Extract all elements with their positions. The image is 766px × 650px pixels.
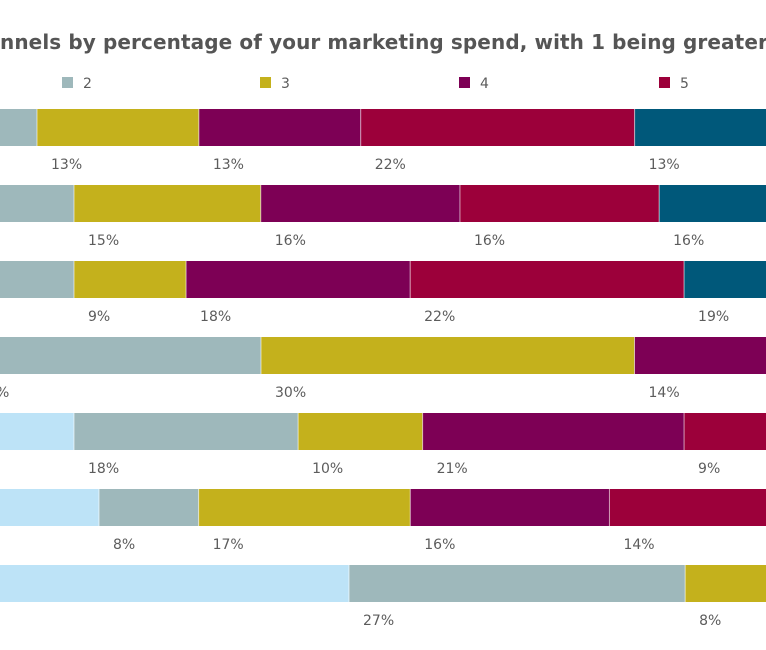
bar-segment-rank-4	[198, 109, 361, 146]
bar-segment-rank-2	[74, 413, 299, 450]
data-label: 16%	[275, 233, 306, 249]
data-label: 21%	[437, 461, 468, 477]
data-label: 22%	[375, 157, 406, 173]
data-label: 16%	[424, 537, 455, 553]
bar-segment-rank-2	[349, 565, 686, 602]
data-label: 19%	[698, 309, 729, 325]
data-label: %	[0, 385, 9, 401]
bar-segment-rank-3	[74, 185, 261, 222]
bar-segment-rank-2	[0, 185, 74, 222]
bar-segment-rank-6	[684, 261, 766, 298]
bar-row-7: 27% 8%	[0, 565, 766, 629]
bar-row-1: 13% 13% 22% 13%	[0, 109, 766, 173]
bar-row-3: 9% 18% 22% 19%	[0, 261, 766, 325]
data-label: 27%	[363, 613, 394, 629]
bar-segment-rank-3	[685, 565, 766, 602]
legend-swatch-4	[459, 77, 470, 88]
data-label: 30%	[275, 385, 306, 401]
data-label: 18%	[88, 461, 119, 477]
data-label: 8%	[113, 537, 135, 553]
bar-segment-rank-4	[260, 185, 460, 222]
bar-segment-rank-5	[684, 413, 766, 450]
bar-segment-rank-3	[261, 337, 635, 374]
bar-segment-rank-3	[74, 261, 187, 298]
bar-segment-rank-3	[198, 489, 411, 526]
bar-segment-rank-5	[410, 261, 685, 298]
bar-segment-rank-2	[0, 261, 74, 298]
bar-segment-rank-1	[0, 565, 349, 602]
data-label: 22%	[424, 309, 455, 325]
data-label: 14%	[649, 385, 680, 401]
bar-segment-rank-6	[634, 109, 766, 146]
data-label: 10%	[312, 461, 343, 477]
bar-segment-rank-1	[0, 413, 74, 450]
data-label: 13%	[649, 157, 680, 173]
bar-segment-rank-4	[422, 413, 685, 450]
bar-segment-rank-5	[459, 185, 660, 222]
legend-swatch-2	[62, 77, 73, 88]
data-label: 16%	[673, 233, 704, 249]
chart-title: nnels by percentage of your marketing sp…	[0, 30, 766, 54]
bar-segment-rank-4	[634, 337, 766, 374]
data-label: 16%	[474, 233, 505, 249]
data-label: 13%	[51, 157, 82, 173]
bar-segment-rank-5	[609, 489, 766, 526]
data-label: 9%	[88, 309, 110, 325]
plot-area: 13% 13% 22% 13% 15% 16% 16% 16% 9% 18% 22% 19%% 30% 1…	[0, 109, 766, 629]
data-label: 8%	[699, 613, 721, 629]
data-label: 18%	[200, 309, 231, 325]
bar-segment-rank-3	[298, 413, 423, 450]
data-label: 15%	[88, 233, 119, 249]
bar-row-5: 18% 10% 21% 9%	[0, 413, 766, 477]
bar-row-2: 15% 16% 16% 16%	[0, 185, 766, 249]
data-label: 14%	[623, 537, 654, 553]
legend-label-3: 3	[281, 76, 290, 92]
bar-segment-rank-4	[410, 489, 610, 526]
legend-label-5: 5	[680, 76, 689, 92]
legend-label-2: 2	[83, 76, 92, 92]
bar-segment-rank-3	[37, 109, 199, 146]
bar-segment-rank-5	[360, 109, 635, 146]
bar-segment-rank-2	[0, 109, 37, 146]
bar-segment-rank-4	[186, 261, 411, 298]
bar-segment-rank-2	[99, 489, 199, 526]
bar-segment-rank-6	[659, 185, 766, 222]
data-label: 13%	[213, 157, 244, 173]
bar-row-4: % 30% 14%	[0, 337, 766, 401]
legend-swatch-3	[260, 77, 271, 88]
data-label: 17%	[213, 537, 244, 553]
bar-segment-rank-1	[0, 489, 99, 526]
legend: 2 3 4 5	[62, 76, 689, 92]
data-label: 9%	[698, 461, 720, 477]
legend-label-4: 4	[480, 76, 489, 92]
legend-swatch-5	[659, 77, 670, 88]
bar-row-6: 8% 17% 16% 14%	[0, 489, 766, 553]
bar-segment-rank-2	[0, 337, 261, 374]
